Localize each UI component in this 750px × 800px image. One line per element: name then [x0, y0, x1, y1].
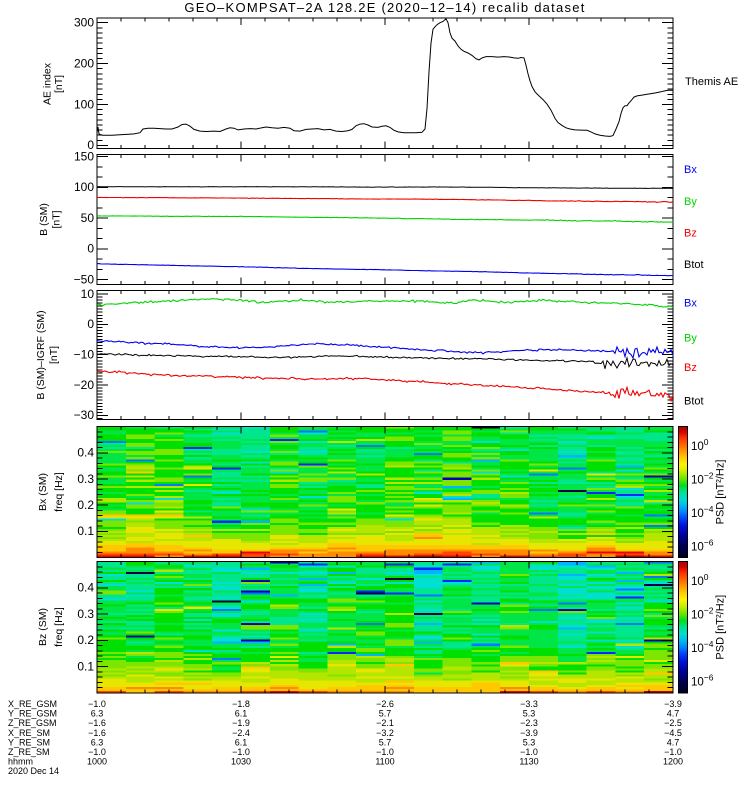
svg-text:−1.0: −1.0 [520, 747, 538, 757]
svg-text:−20: −20 [74, 378, 95, 392]
svg-text:1000: 1000 [87, 757, 107, 767]
svg-text:2020 Dec 14: 2020 Dec 14 [8, 766, 59, 776]
svg-text:freq [Hz]: freq [Hz] [53, 607, 65, 647]
svg-text:[nT]: [nT] [51, 210, 63, 228]
svg-text:−1.0: −1.0 [376, 747, 394, 757]
svg-text:[nT]: [nT] [48, 346, 60, 364]
svg-text:0.1: 0.1 [77, 524, 94, 538]
svg-text:−1.8: −1.8 [232, 699, 250, 709]
svg-text:Z_RE_GSM: Z_RE_GSM [8, 718, 57, 728]
svg-text:10: 10 [81, 287, 95, 301]
svg-text:1030: 1030 [231, 757, 251, 767]
svg-text:Themis AE: Themis AE [685, 76, 738, 88]
svg-text:5.7: 5.7 [379, 709, 392, 719]
svg-text:X_RE_GSM: X_RE_GSM [8, 699, 57, 709]
svg-text:150: 150 [74, 149, 94, 163]
svg-text:0: 0 [87, 138, 94, 152]
svg-text:4.7: 4.7 [667, 709, 680, 719]
svg-text:1130: 1130 [519, 757, 538, 767]
svg-text:1100: 1100 [375, 757, 394, 767]
svg-text:100: 100 [74, 97, 94, 111]
svg-text:Bz: Bz [684, 227, 697, 239]
svg-text:6.1: 6.1 [235, 737, 248, 747]
svg-text:−2.4: −2.4 [232, 728, 250, 738]
svg-text:Z_RE_SM: Z_RE_SM [8, 747, 50, 757]
svg-text:Btot: Btot [684, 259, 704, 271]
svg-text:Btot: Btot [684, 395, 704, 407]
svg-text:−3.9: −3.9 [520, 728, 538, 738]
svg-text:[nT]: [nT] [53, 75, 65, 93]
svg-text:−50: −50 [74, 273, 95, 287]
svg-text:hhmm: hhmm [8, 757, 33, 767]
svg-text:−1.0: −1.0 [88, 747, 106, 757]
svg-text:B (SM): B (SM) [38, 203, 50, 236]
svg-text:Bz (SM): Bz (SM) [37, 608, 49, 646]
svg-text:100: 100 [74, 180, 94, 194]
svg-text:Y_RE_SM: Y_RE_SM [8, 737, 50, 747]
svg-text:X_RE_SM: X_RE_SM [8, 728, 50, 738]
svg-text:6.3: 6.3 [91, 737, 104, 747]
svg-text:−2.1: −2.1 [376, 718, 394, 728]
svg-text:5.3: 5.3 [523, 737, 536, 747]
svg-text:0: 0 [87, 242, 94, 256]
svg-text:Bz: Bz [684, 362, 697, 374]
svg-text:0.2: 0.2 [77, 633, 94, 647]
svg-text:−1.0: −1.0 [232, 747, 250, 757]
svg-text:1200: 1200 [663, 757, 683, 767]
svg-text:6.1: 6.1 [235, 709, 248, 719]
svg-text:−3.3: −3.3 [520, 699, 538, 709]
svg-text:−10: −10 [74, 348, 95, 362]
svg-text:6.3: 6.3 [91, 709, 104, 719]
svg-text:By: By [684, 196, 697, 208]
svg-text:200: 200 [74, 56, 94, 70]
svg-text:freq [Hz]: freq [Hz] [53, 472, 65, 512]
svg-text:−3.9: −3.9 [664, 699, 682, 709]
svg-text:−1.6: −1.6 [88, 728, 106, 738]
svg-text:−2.3: −2.3 [520, 718, 538, 728]
svg-text:−3.2: −3.2 [376, 728, 394, 738]
svg-text:5.3: 5.3 [523, 709, 536, 719]
svg-text:B (SM)–IGRF (SM): B (SM)–IGRF (SM) [35, 310, 47, 399]
svg-text:Bx (SM): Bx (SM) [37, 473, 49, 511]
svg-text:Bx: Bx [684, 164, 697, 176]
svg-text:0.3: 0.3 [77, 607, 94, 621]
svg-text:50: 50 [81, 211, 95, 225]
svg-text:−1.0: −1.0 [664, 747, 682, 757]
svg-text:−1.0: −1.0 [88, 699, 106, 709]
svg-text:0.3: 0.3 [77, 472, 94, 486]
svg-text:0.2: 0.2 [77, 498, 94, 512]
svg-text:AE index: AE index [42, 62, 54, 105]
svg-text:0: 0 [87, 317, 94, 331]
svg-text:0.4: 0.4 [77, 446, 94, 460]
svg-text:5.7: 5.7 [379, 737, 392, 747]
svg-text:PSD [nT²/Hz]: PSD [nT²/Hz] [715, 595, 727, 660]
svg-text:Y_RE_GSM: Y_RE_GSM [8, 709, 57, 719]
svg-text:−30: −30 [74, 408, 95, 422]
svg-text:−1.6: −1.6 [88, 718, 106, 728]
svg-text:Bx: Bx [684, 297, 697, 309]
svg-text:−2.5: −2.5 [664, 718, 682, 728]
svg-text:−2.6: −2.6 [376, 699, 394, 709]
svg-text:By: By [684, 332, 697, 344]
svg-text:−4.5: −4.5 [664, 728, 682, 738]
svg-text:300: 300 [74, 16, 94, 30]
svg-text:0.1: 0.1 [77, 660, 94, 674]
svg-text:−1.9: −1.9 [232, 718, 250, 728]
svg-text:PSD [nT²/Hz]: PSD [nT²/Hz] [715, 460, 727, 525]
svg-text:4.7: 4.7 [667, 737, 680, 747]
svg-text:0.4: 0.4 [77, 581, 94, 595]
svg-text:GEO–KOMPSAT–2A 128.2E (2020–12: GEO–KOMPSAT–2A 128.2E (2020–12–14) recal… [184, 0, 585, 15]
